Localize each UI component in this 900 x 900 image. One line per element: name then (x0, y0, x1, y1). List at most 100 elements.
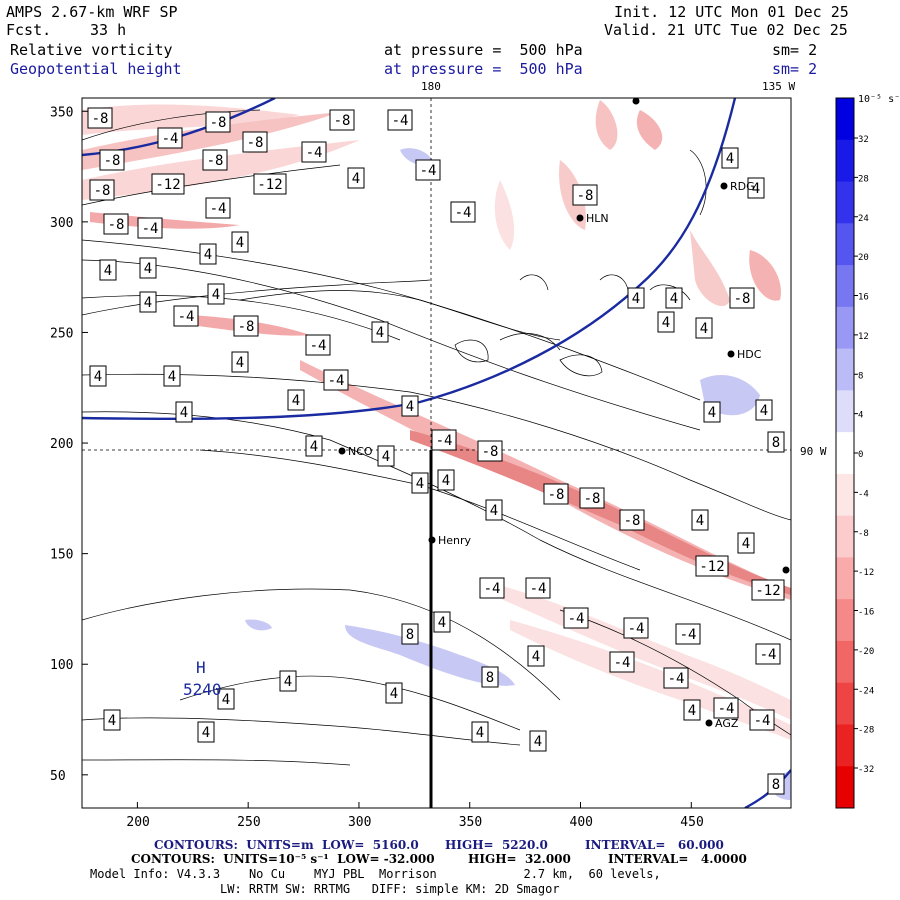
svg-text:-8: -8 (207, 153, 224, 169)
contour-label: 4 (279, 670, 297, 692)
contour-label: -8 (729, 287, 755, 309)
svg-text:-8: -8 (94, 183, 111, 199)
svg-text:4: 4 (94, 369, 102, 385)
svg-text:4: 4 (212, 287, 220, 303)
y-tick-label: 150 (50, 548, 73, 563)
svg-text:4: 4 (726, 151, 734, 167)
footer-physics: LW: RRTM SW: RRTMG DIFF: simple KM: 2D S… (220, 882, 560, 896)
colorbar: 32 28 24 20 16 12 8 4 0 -4 -8 -12 -16 -20 -24 -28 -32 (835, 97, 874, 809)
colorbar-label: 12 (858, 332, 869, 342)
contour-label: -8 (579, 487, 605, 509)
svg-text:8: 8 (772, 435, 780, 451)
colorbar-segment (836, 306, 854, 350)
colorbar-segment (836, 181, 854, 224)
svg-text:4: 4 (534, 734, 542, 750)
plot-area (82, 98, 791, 808)
contour-label: 4 (287, 389, 305, 411)
svg-text:4: 4 (204, 247, 212, 263)
high-marker: H (196, 658, 206, 677)
svg-text:HLN: HLN (586, 212, 609, 225)
svg-text:4: 4 (236, 355, 244, 371)
contour-label: -4 (431, 429, 457, 451)
field1-level: at pressure = 500 hPa (384, 41, 583, 59)
station-hdc: HDC (727, 348, 762, 361)
svg-text:4: 4 (104, 263, 112, 279)
svg-text:-8: -8 (108, 217, 125, 233)
svg-text:4: 4 (352, 171, 360, 187)
colorbar-segment (836, 599, 854, 642)
svg-text:-8: -8 (210, 115, 227, 131)
svg-text:4: 4 (670, 291, 678, 307)
svg-text:-4: -4 (568, 611, 585, 627)
lon-label-180: 180 (421, 80, 441, 93)
colorbar-segment (836, 432, 854, 475)
svg-text:-4: -4 (142, 221, 159, 237)
colorbar-label: 32 (858, 135, 869, 145)
svg-text:-4: -4 (668, 671, 685, 687)
svg-text:4: 4 (742, 536, 750, 552)
negative-vorticity-shading (82, 100, 791, 740)
lon-label-90w: 90 W (800, 445, 827, 458)
footer-height-contours-c: INTERVAL= 60.000 (585, 838, 724, 852)
svg-text:4: 4 (180, 405, 188, 421)
contour-label: -8 (329, 109, 355, 131)
svg-text:4: 4 (688, 703, 696, 719)
colorbar-label: -20 (858, 647, 874, 657)
svg-text:-4: -4 (392, 113, 409, 129)
station-agz: AGZ (705, 717, 739, 730)
contour-label: -4 (157, 127, 183, 149)
forecast-value: 33 h (90, 21, 127, 39)
y-tick-label: 250 (50, 326, 73, 341)
svg-text:4: 4 (490, 503, 498, 519)
x-tick-label: 450 (680, 815, 703, 830)
contour-label: -4 (415, 159, 441, 181)
contour-label: 4 (231, 351, 249, 373)
svg-text:-4: -4 (328, 373, 345, 389)
contour-label: 8 (481, 666, 499, 688)
colorbar-label: -12 (858, 568, 874, 578)
footer-height-contours-a: CONTOURS: UNITS=m LOW= 5160.0 (154, 838, 419, 852)
colorbar-label: -32 (858, 765, 874, 775)
contour-label: 4 (217, 688, 235, 710)
svg-text:-8: -8 (92, 111, 109, 127)
contour-label: -4 (609, 651, 635, 673)
contour-label: -8 (477, 440, 503, 462)
station-rdg: RDG (720, 180, 755, 193)
footer-vort-contours-b: HIGH= 32.000 (468, 852, 571, 866)
contour-label: -8 (233, 315, 259, 337)
svg-text:4: 4 (476, 725, 484, 741)
svg-text:4: 4 (662, 315, 670, 331)
colorbar-segment (836, 557, 854, 600)
footer-height-contours-b: HIGH= 5220.0 (445, 838, 548, 852)
colorbar-segment (836, 640, 854, 684)
field2-smoothing: sm= 2 (772, 60, 818, 78)
y-tick-label: 100 (50, 658, 73, 673)
contour-label: 4 (175, 401, 193, 423)
svg-text:4: 4 (236, 235, 244, 251)
contour-label: 4 (529, 730, 547, 752)
contour-label: -4 (563, 607, 589, 629)
colorbar-unit: 10⁻⁵ s⁻¹ (858, 94, 900, 105)
contour-label: -8 (619, 509, 645, 531)
svg-text:-4: -4 (436, 433, 453, 449)
contour-label: -8 (202, 149, 228, 171)
contour-label: 4 (199, 243, 217, 265)
svg-text:4: 4 (144, 295, 152, 311)
svg-text:4: 4 (144, 261, 152, 277)
colorbar-segment (836, 473, 854, 517)
contour-label: -8 (87, 107, 113, 129)
contour-label: -4 (323, 369, 349, 391)
svg-text:-4: -4 (614, 655, 631, 671)
contour-label: 4 (471, 721, 489, 743)
contour-label: 4 (385, 682, 403, 704)
svg-text:-4: -4 (760, 647, 777, 663)
svg-text:-4: -4 (680, 627, 697, 643)
lon-label-135w: 135 W (762, 80, 795, 93)
contour-label: -4 (755, 643, 781, 665)
contour-label: -4 (305, 334, 331, 356)
contour-label: -8 (99, 149, 125, 171)
contour-label: -8 (543, 483, 569, 505)
svg-text:4: 4 (696, 513, 704, 529)
field1-smoothing: sm= 2 (772, 41, 818, 59)
